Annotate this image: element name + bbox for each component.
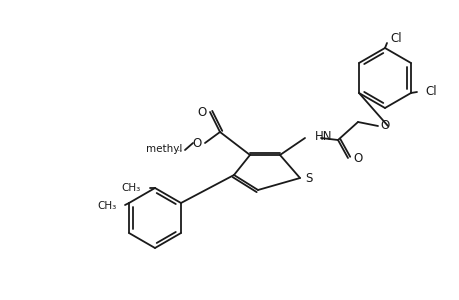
Text: Cl: Cl [424, 85, 436, 98]
Text: O: O [192, 136, 201, 149]
Text: methyl: methyl [177, 149, 182, 151]
Text: O: O [197, 106, 206, 118]
Text: CH₃: CH₃ [98, 201, 117, 211]
Text: O: O [380, 118, 389, 131]
Text: HN: HN [314, 130, 332, 142]
Text: Cl: Cl [389, 32, 401, 44]
Text: methyl: methyl [146, 144, 182, 154]
Text: CH₃: CH₃ [122, 183, 141, 193]
Text: O: O [353, 152, 362, 164]
Text: S: S [305, 172, 312, 184]
